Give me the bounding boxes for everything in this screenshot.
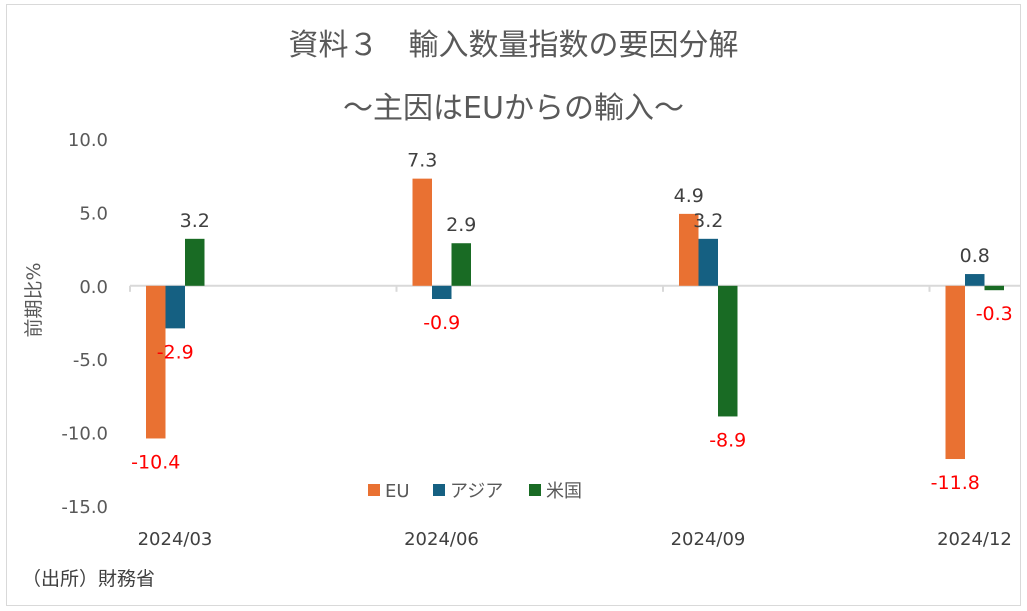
bar-アジア: [432, 285, 452, 300]
bar-アジア: [965, 274, 985, 286]
data-label: -2.9: [157, 341, 194, 363]
data-label: 3.2: [693, 210, 723, 232]
x-tick-label: 2024/03: [138, 529, 213, 550]
data-label: 3.2: [180, 210, 210, 232]
source-note: （出所）財務省: [22, 568, 156, 590]
data-label: 2.9: [446, 214, 476, 236]
bar-EU: [945, 285, 965, 460]
bar-米国: [451, 243, 471, 286]
chart-border: [6, 4, 1021, 606]
y-tick-label: -5.0: [73, 350, 108, 371]
legend-label-米国: 米国: [546, 481, 582, 502]
data-label: -8.9: [709, 429, 746, 451]
y-tick-label: -15.0: [61, 497, 108, 518]
bar-米国: [185, 238, 205, 286]
legend-swatch: [368, 484, 380, 496]
data-label: 0.8: [960, 245, 990, 267]
data-label: -0.3: [976, 303, 1013, 325]
bar-EU: [146, 285, 166, 439]
y-tick-label: -10.0: [61, 424, 108, 445]
x-tick-label: 2024/06: [404, 529, 479, 550]
data-label: -0.9: [423, 312, 460, 334]
bar-米国: [718, 285, 738, 417]
y-tick-label: 0.0: [79, 277, 108, 298]
bar-アジア: [698, 238, 718, 286]
x-tick-label: 2024/09: [671, 529, 746, 550]
data-label: 7.3: [407, 150, 437, 172]
legend-label-アジア: アジア: [450, 481, 503, 502]
bar-米国: [984, 285, 1004, 291]
legend-swatch: [433, 484, 445, 496]
y-axis-label: 前期比%: [23, 262, 45, 337]
chart-subtitle: ～主因はEUからの輸入～: [343, 91, 684, 126]
legend-swatch: [529, 484, 541, 496]
bar-アジア: [165, 285, 185, 329]
chart-title: 資料３ 輸入数量指数の要因分解: [288, 28, 739, 63]
y-tick-label: 5.0: [79, 203, 108, 224]
x-tick-label: 2024/12: [937, 529, 1012, 550]
y-tick-label: 10.0: [68, 130, 108, 151]
bar-EU: [412, 178, 432, 286]
data-label: -10.4: [131, 451, 180, 473]
legend-label-EU: EU: [385, 481, 410, 502]
bar-EU: [679, 213, 699, 286]
data-label: 4.9: [674, 185, 704, 207]
data-label: -11.8: [931, 472, 980, 494]
